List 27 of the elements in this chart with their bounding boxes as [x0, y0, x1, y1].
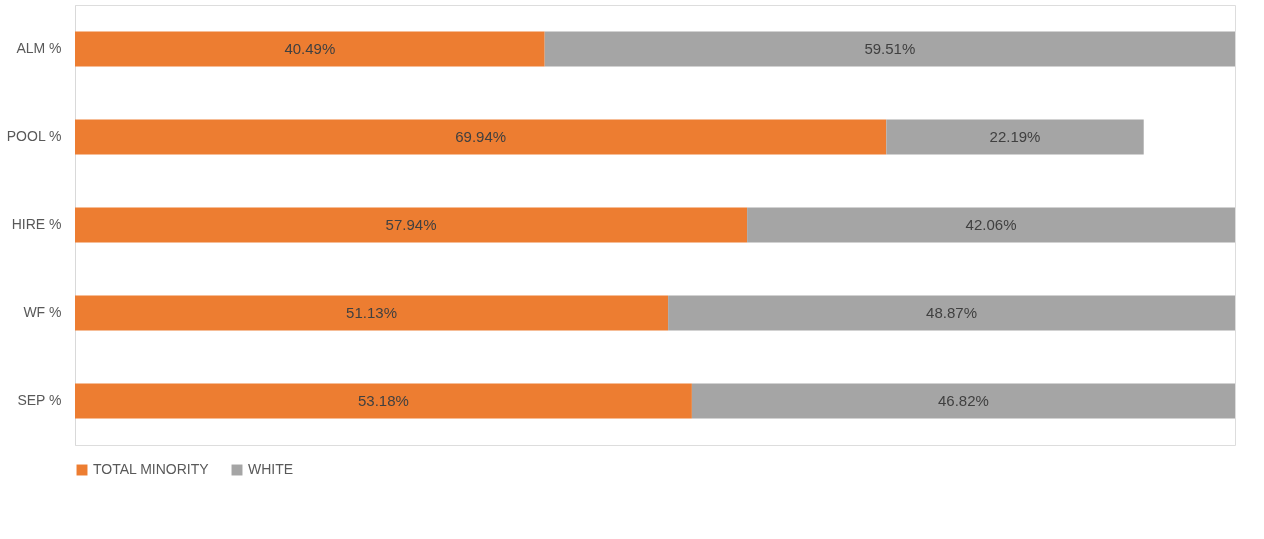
bar — [886, 119, 1144, 155]
y-tick-label: WF % — [23, 304, 62, 320]
bar — [75, 119, 887, 155]
data-label: 42.06% — [965, 216, 1017, 233]
y-tick-label: POOL % — [6, 128, 62, 144]
data-label: 51.13% — [346, 304, 397, 321]
data-label: 48.87% — [926, 304, 977, 321]
legend-label: WHITE — [248, 461, 294, 477]
data-label: 59.51% — [864, 40, 916, 57]
data-label: 53.18% — [358, 392, 409, 409]
y-tick-label: SEP % — [17, 392, 62, 408]
bar — [75, 207, 748, 243]
y-tick-label: HIRE % — [11, 216, 62, 232]
bar — [544, 31, 1235, 67]
bar — [747, 207, 1235, 243]
data-label: 46.82% — [938, 392, 989, 409]
data-label: 40.49% — [284, 40, 336, 57]
data-label: 57.94% — [385, 216, 437, 233]
data-label: 22.19% — [989, 128, 1041, 145]
bar — [668, 295, 1235, 331]
bar — [75, 383, 692, 419]
bar — [75, 295, 669, 331]
bar — [691, 383, 1235, 419]
data-label: 69.94% — [455, 128, 507, 145]
bar — [75, 31, 545, 67]
legend-label: TOTAL MINORITY — [93, 461, 210, 477]
y-tick-label: ALM % — [16, 40, 62, 56]
